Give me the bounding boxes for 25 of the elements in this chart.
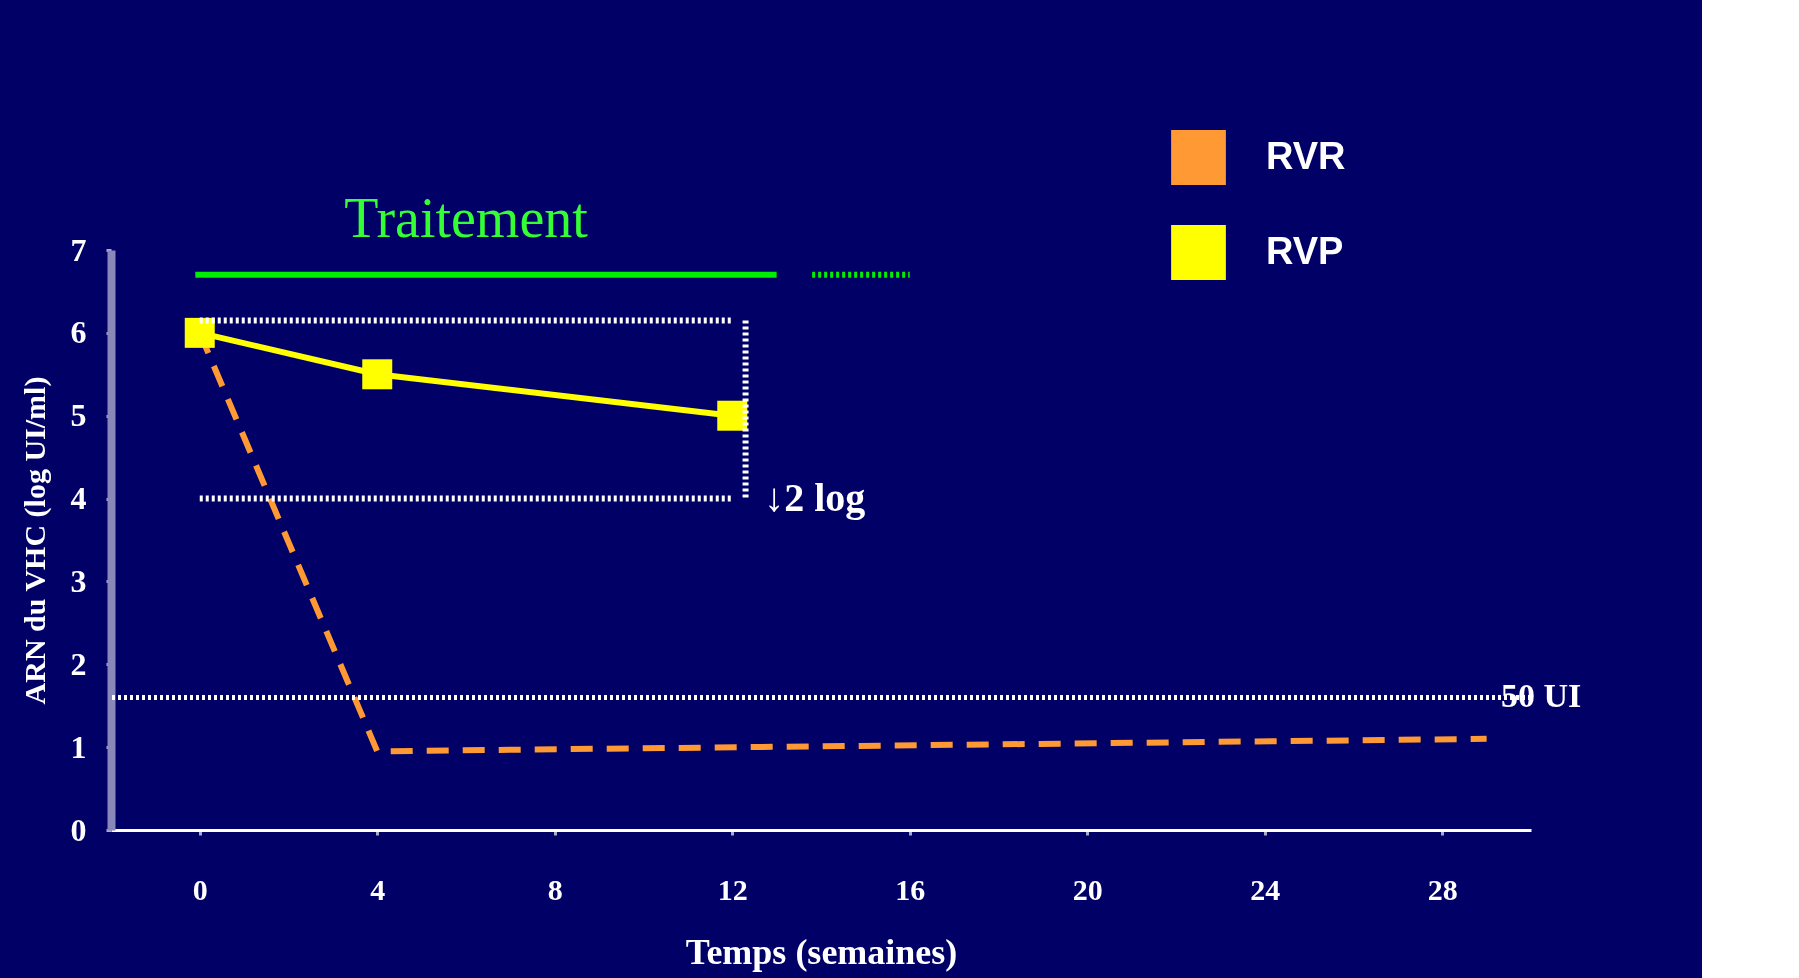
y-tick-label: 5 [70, 397, 87, 434]
x-axis-title: Temps (semaines) [685, 931, 958, 972]
point [184, 317, 215, 348]
x-tick-label: 12 [717, 872, 748, 906]
x-tick-label: 0 [192, 872, 208, 906]
point [717, 400, 748, 431]
x-tick-label: 4 [370, 872, 386, 906]
y-tick-label: 0 [70, 811, 87, 848]
x-tick-label: 24 [1250, 872, 1281, 906]
legend-label: RVP [1266, 229, 1344, 272]
y-tick-label: 2 [70, 645, 87, 682]
annotation: ↓2 log [764, 475, 866, 521]
y-tick-label: 4 [70, 480, 87, 517]
point [362, 359, 393, 390]
y-tick-label: 1 [70, 728, 87, 765]
x-tick-label: 20 [1072, 872, 1103, 906]
y-tick-label: 3 [70, 562, 87, 599]
x-tick-label: 8 [547, 872, 563, 906]
y-tick-label: 6 [70, 314, 87, 351]
legend-label: RVR [1266, 134, 1346, 177]
y-axis-title: ARN du VHC (log UI/ml) [17, 376, 52, 705]
x-tick-label: 28 [1427, 872, 1458, 906]
y-tick-label: 7 [70, 231, 87, 268]
x-tick-label: 16 [895, 872, 926, 906]
text: Traitement [344, 187, 589, 249]
